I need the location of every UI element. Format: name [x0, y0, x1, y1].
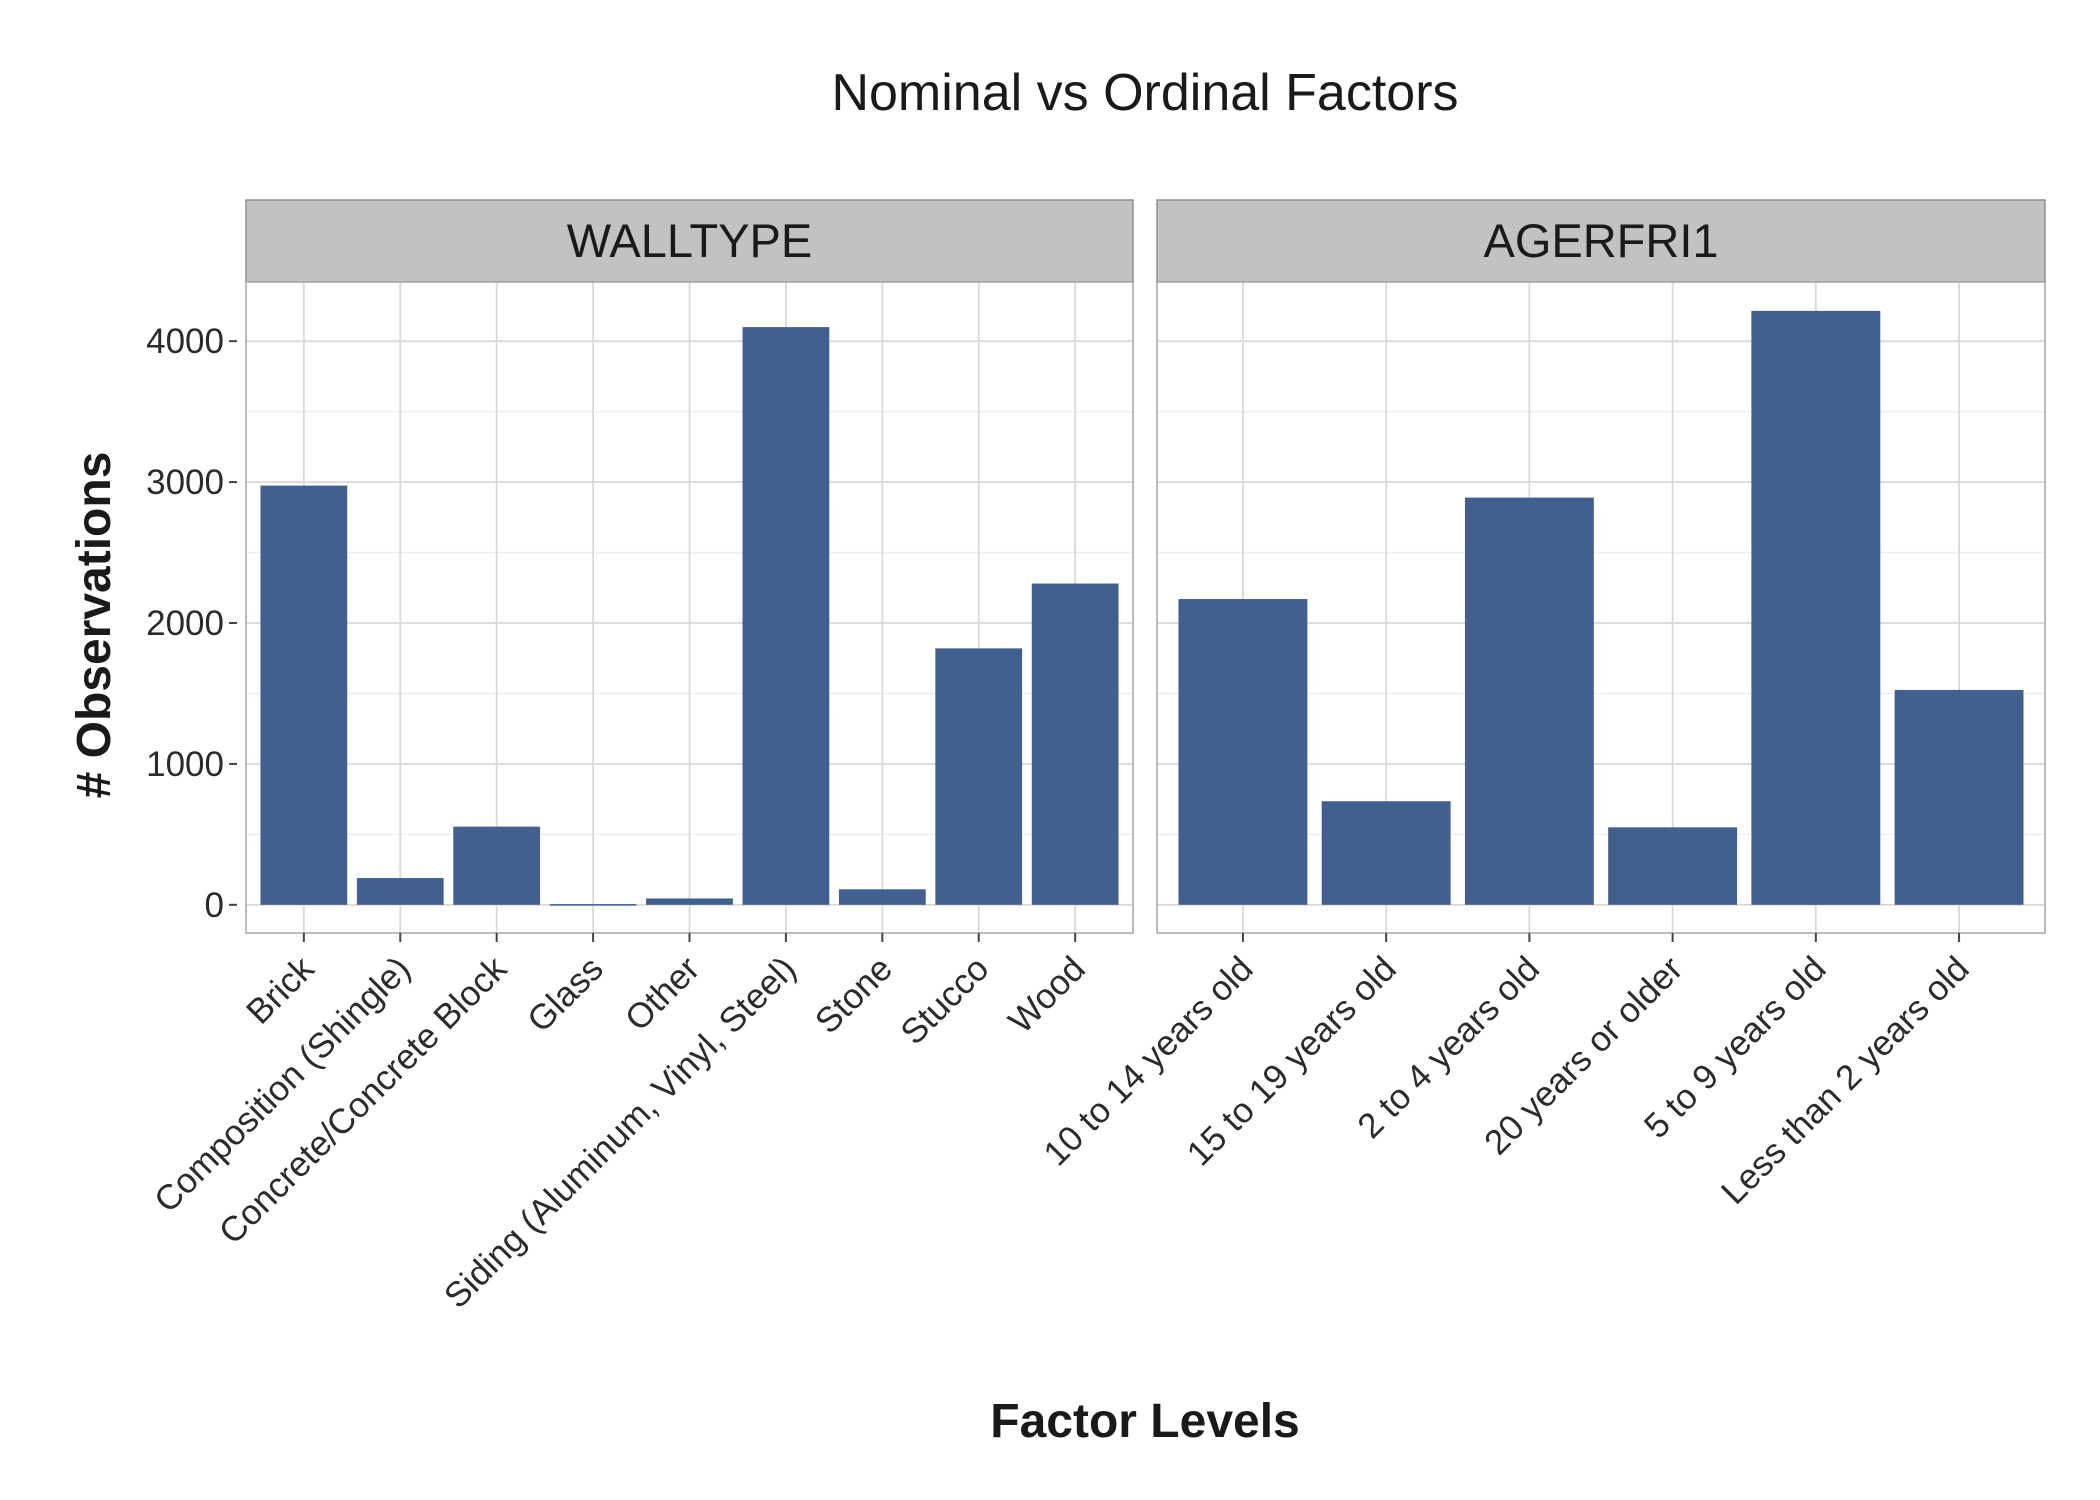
- y-axis: 0 1000 2000 3000 4000: [146, 322, 237, 925]
- x-tick-label: Stone: [808, 949, 900, 1041]
- y-axis-title: # Observations: [68, 452, 121, 799]
- bar: [549, 904, 637, 906]
- bar: [1321, 801, 1451, 905]
- x-tick-label: Wood: [1001, 949, 1093, 1041]
- bar: [838, 889, 926, 905]
- y-tick-label: 3000: [146, 463, 224, 502]
- x-tick-label: Less than 2 years old: [1714, 949, 1977, 1212]
- bar: [646, 898, 733, 905]
- bar: [1031, 583, 1119, 905]
- bar: [935, 648, 1023, 905]
- facet-strip-label: WALLTYPE: [567, 214, 813, 267]
- y-tick-label: 2000: [146, 604, 224, 643]
- bar: [1751, 310, 1881, 905]
- y-tick-label: 1000: [146, 745, 224, 784]
- bar: [1178, 599, 1308, 905]
- facet-strip: [1156, 199, 2046, 283]
- panel-border: [1156, 281, 2046, 934]
- x-tick-label: Stucco: [893, 949, 996, 1052]
- y-tick-label: 0: [205, 886, 224, 925]
- x-axis-title: Factor Levels: [990, 1395, 1299, 1448]
- facet-strip-label: AGERFRI1: [1483, 214, 1718, 267]
- x-tick-label: Other: [618, 949, 708, 1039]
- bar: [1464, 497, 1594, 905]
- bar: [1608, 827, 1738, 905]
- x-tick-label: Siding (Aluminum, Vinyl, Steel): [437, 949, 804, 1316]
- bar: [742, 327, 830, 905]
- y-tick-label: 4000: [146, 322, 224, 361]
- bar: [453, 826, 541, 905]
- x-tick-label: Brick: [239, 949, 322, 1032]
- x-tick-label: Glass: [520, 949, 611, 1040]
- bar: [356, 878, 444, 905]
- chart-title: Nominal vs Ordinal Factors: [831, 64, 1458, 122]
- facet-strip: [245, 199, 1134, 283]
- bar: [260, 485, 348, 905]
- bar: [1894, 689, 2024, 905]
